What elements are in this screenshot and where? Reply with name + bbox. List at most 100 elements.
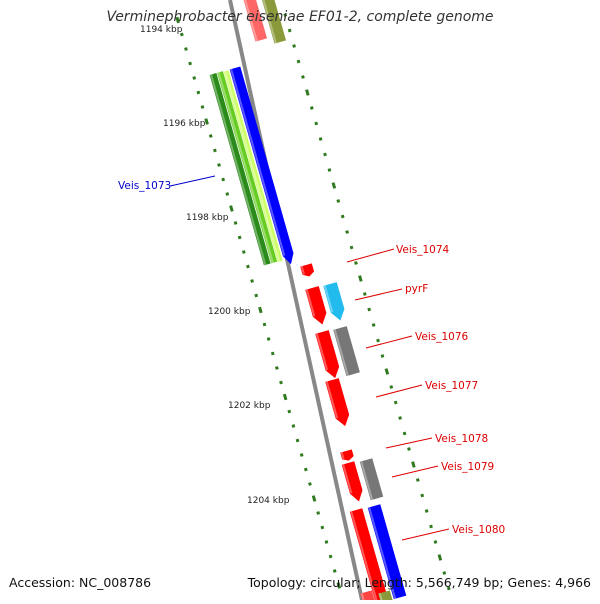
outer-tick: [331, 182, 337, 189]
scale-tick: [200, 105, 205, 109]
outer-tick: [420, 493, 425, 498]
gene-highlight: [262, 0, 277, 44]
outer-tick: [393, 400, 398, 405]
gene-highlight: [350, 511, 379, 604]
scale-tick: [279, 380, 283, 385]
gene-highlight: [333, 329, 349, 376]
scale-tick: [204, 118, 209, 125]
scale-tick: [258, 306, 263, 314]
scale-tick: [270, 351, 275, 356]
scale-tick: [336, 582, 342, 589]
scale-tick: [303, 467, 308, 472]
outer-tick: [376, 338, 380, 343]
scale-label: 1196 kbp: [163, 119, 206, 129]
scale-tick: [179, 32, 184, 37]
scale-tick: [213, 148, 217, 153]
gene-highlight: [305, 289, 316, 317]
gene-veis-1079: [341, 461, 363, 502]
scale-tick: [328, 554, 333, 559]
scale-tick: [225, 192, 230, 196]
outer-tick: [301, 75, 305, 79]
gene-leader-line: [354, 288, 403, 301]
outer-tick: [287, 28, 292, 33]
outer-tick: [367, 307, 372, 312]
outer-tick: [362, 292, 367, 296]
outer-tick: [429, 524, 433, 529]
gene-highlight: [244, 0, 258, 42]
scale-tick: [221, 177, 226, 182]
outer-tick: [327, 168, 332, 172]
outer-tick: [354, 261, 358, 265]
gene-veis-1080: [349, 508, 389, 604]
gene-pyrf: [305, 286, 327, 325]
gene-label: Veis_1078: [435, 433, 488, 445]
outer-tick: [442, 571, 447, 575]
outer-tick: [340, 214, 345, 219]
outer-tick: [336, 199, 341, 203]
outer-tick: [371, 323, 376, 327]
scale-tick: [188, 61, 192, 66]
genome-backbone: [228, 0, 364, 601]
gene-veis-1073: [229, 66, 294, 265]
scale-tick: [250, 279, 254, 283]
gene-veis-1080-partner: [367, 504, 407, 600]
outer-tick: [380, 354, 385, 358]
gene-highlight: [217, 72, 274, 264]
scale-tick: [316, 511, 321, 515]
outer-tick: [437, 554, 443, 561]
scale-tick: [287, 409, 292, 414]
gene-veis-1079-partner: [359, 458, 384, 501]
scale-tick: [192, 76, 197, 80]
scale-tick: [254, 293, 259, 298]
scale-tick: [282, 393, 288, 401]
outer-tick: [411, 461, 416, 468]
accession-label: Accession: NC_008786: [9, 575, 152, 590]
gene-highlight: [325, 381, 339, 419]
outer-tick: [433, 540, 438, 544]
genome-summary: Topology: circular; Length: 5,566,749 bp…: [247, 575, 591, 590]
gene-veis-1076-partner: [333, 326, 360, 377]
scale-tick: [246, 264, 250, 269]
gene-highlight: [323, 285, 334, 313]
gene-leader-line: [401, 528, 450, 541]
scale-tick: [299, 453, 304, 457]
scale-tick: [291, 424, 296, 428]
scale-tick: [332, 569, 337, 573]
scale-tick: [217, 163, 221, 167]
gene-leader-line: [365, 335, 413, 349]
outer-tick: [424, 509, 429, 513]
gene-label: Veis_1074: [396, 244, 450, 256]
gene-leader-line: [391, 465, 439, 478]
scale-tick: [229, 205, 234, 212]
gene-highlight: [342, 464, 353, 494]
outer-tick: [345, 230, 349, 234]
gene-veis-1078: [340, 449, 354, 461]
gene-leader-line: [346, 248, 395, 263]
outer-tick: [318, 137, 323, 141]
scale-tick: [237, 235, 242, 240]
outer-tick: [283, 13, 288, 17]
scale-tick: [175, 16, 180, 24]
gene-label: Veis_1079: [441, 461, 494, 473]
outer-tick: [389, 385, 394, 389]
gene-pyrf-partner: [323, 282, 345, 321]
gene-label: Veis_1073: [118, 180, 171, 192]
gene-highlight: [368, 507, 397, 600]
gene-highlight: [210, 74, 267, 266]
outer-tick: [446, 586, 451, 591]
gene-label: Veis_1076: [415, 331, 469, 343]
gene-highlight: [315, 333, 329, 371]
gene-highlight: [340, 451, 345, 460]
scale-tick: [266, 337, 271, 341]
scale-tick: [320, 525, 325, 530]
scale-tick: [184, 47, 188, 51]
scale-tick: [262, 322, 267, 327]
outer-tick: [384, 368, 390, 375]
outer-tick: [305, 89, 310, 96]
outer-tick: [314, 121, 319, 126]
scale-label: 1198 kbp: [186, 213, 229, 223]
outer-tick: [309, 106, 314, 110]
scale-label: 1202 kbp: [228, 401, 271, 411]
